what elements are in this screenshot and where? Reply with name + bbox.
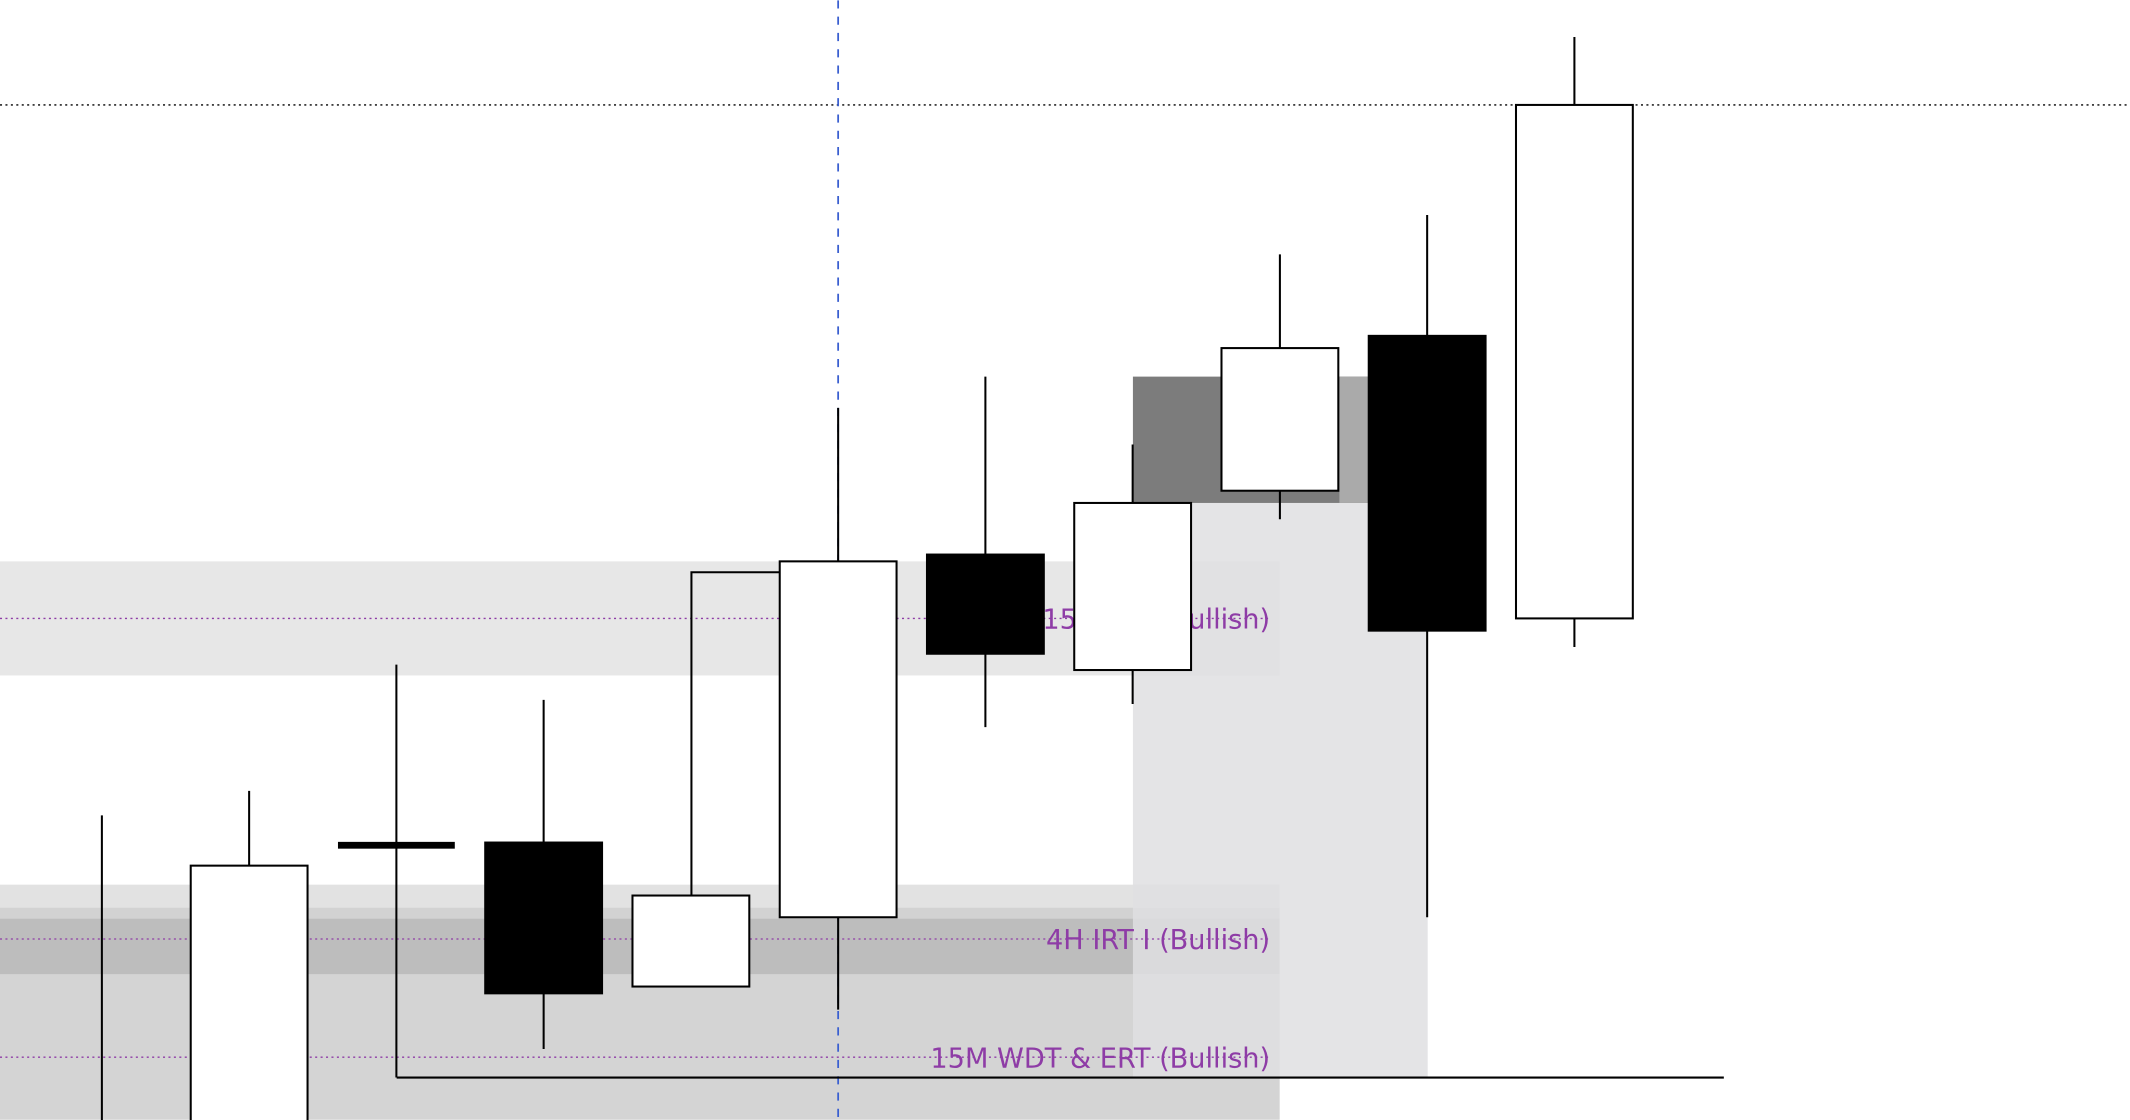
candle-body — [778, 560, 898, 919]
candle-body — [631, 894, 751, 988]
trend-line — [690, 571, 782, 896]
candle-body — [337, 841, 455, 849]
zone-label: 15M WDT & ERT (Bullish) — [930, 1043, 1270, 1074]
candle-body — [925, 553, 1045, 655]
candle-body — [1514, 103, 1634, 620]
zone — [1339, 376, 1370, 503]
candle-body — [484, 841, 604, 995]
candle-body — [1367, 334, 1487, 632]
candle-body — [189, 864, 309, 1120]
zone-label: 4H IRT I (Bullish) — [1046, 925, 1270, 956]
candle-body — [1073, 501, 1193, 672]
candle-body — [1220, 347, 1340, 492]
candles — [100, 37, 1634, 1120]
